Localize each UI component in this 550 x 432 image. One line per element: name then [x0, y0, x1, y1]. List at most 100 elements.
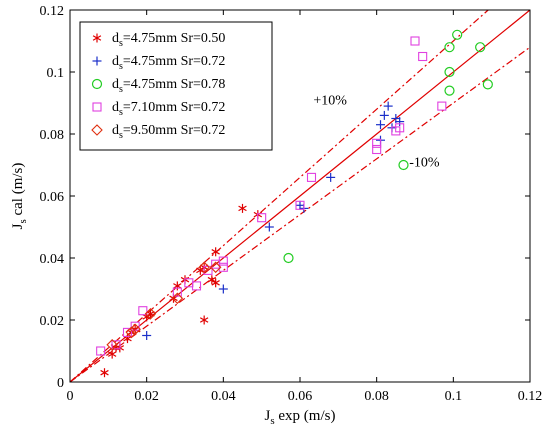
data-point-s4-22 [437, 101, 447, 111]
marker-stroke [211, 249, 220, 255]
y-tick-label: 0.02 [40, 314, 65, 329]
data-point-s2-10 [383, 101, 393, 111]
data-point-s2-9 [379, 110, 389, 120]
marker-shape [198, 261, 210, 274]
marker-shape [125, 326, 138, 339]
data-point-s2-13 [395, 117, 405, 127]
marker-shape [92, 102, 102, 112]
data-point-s3-6 [452, 29, 463, 40]
data-point-s5-2 [125, 326, 138, 339]
data-point-s4-6 [172, 287, 182, 297]
data-point-s4-17 [372, 138, 382, 148]
marker-shape [106, 339, 118, 351]
data-point-s4-2 [111, 340, 121, 350]
data-point-s4-12 [218, 262, 228, 272]
marker-stroke [107, 351, 117, 357]
marker-shape [295, 200, 305, 210]
legend: ds=4.75mm Sr=0.50 ds=4.75mm Sr=0.72 ds=4.7… [79, 21, 273, 151]
marker-shape [144, 308, 157, 320]
data-point-s5-5 [171, 292, 184, 305]
legend-marker-4 [92, 102, 102, 112]
legend-label-1: ds=4.75mm Sr=0.50 [112, 31, 225, 49]
reference-line-plus10pct [69, 9, 489, 383]
marker-shape [444, 85, 455, 96]
marker-shape [91, 78, 103, 90]
y-axis-title: Js cal (m/s) [10, 163, 29, 230]
data-point-s1-17 [211, 278, 220, 288]
data-point-s3-8 [482, 79, 493, 90]
marker-shape [395, 123, 405, 133]
data-point-s4-11 [218, 256, 228, 266]
marker-stroke [142, 314, 151, 320]
x-tick-label: 0.02 [134, 389, 159, 404]
legend-label-5: ds=9.50mm Sr=0.72 [112, 123, 225, 141]
data-point-s5-3 [129, 323, 141, 336]
marker-shape [91, 124, 103, 136]
y-tick-label: 0.06 [40, 190, 65, 205]
data-point-s3-3 [444, 85, 455, 96]
x-tick-label: 0.12 [518, 389, 543, 404]
marker-shape [129, 323, 141, 336]
marker-stroke [146, 311, 155, 317]
data-point-s4-15 [306, 172, 317, 182]
data-point-s4-4 [130, 321, 140, 331]
data-point-s2-1 [142, 331, 152, 340]
reference-line-minus10pct [69, 46, 531, 383]
marker-shape [410, 36, 420, 46]
marker-shape [398, 159, 409, 171]
marker-stroke [199, 317, 209, 323]
data-point-s2-8 [376, 120, 385, 130]
marker-shape [171, 292, 184, 305]
marker-stroke [238, 205, 247, 212]
legend-marker-1 [92, 33, 102, 43]
data-point-s1-9 [146, 309, 155, 319]
axis-ticks: 0 0.02 0.04 0.06 0.08 0.1 0.12 0 0.02 0.04 0.06 0.0… [40, 4, 543, 404]
marker-shape [283, 252, 294, 264]
data-point-s5-1 [106, 339, 118, 351]
data-point-s3-5 [444, 42, 455, 53]
legend-box [79, 21, 273, 151]
marker-shape [452, 29, 463, 40]
legend-items: ds=4.75mm Sr=0.50 ds=4.75mm Sr=0.72 ds=4.7… [91, 31, 225, 141]
marker-shape [372, 138, 382, 148]
data-point-s2-6 [326, 172, 336, 182]
legend-label-4: ds=7.10mm Sr=0.72 [112, 100, 225, 118]
legend-marker-5 [91, 124, 103, 136]
legend-label-3: ds=4.75mm Sr=0.78 [112, 77, 225, 95]
marker-stroke [123, 335, 132, 342]
y-tick-label: 0.04 [40, 252, 65, 267]
data-point-s5-7 [209, 261, 222, 274]
marker-stroke [100, 369, 109, 376]
data-point-s4-21 [418, 51, 428, 62]
marker-shape [306, 172, 317, 182]
x-tick-label: 0 [67, 389, 74, 404]
marker-stroke [207, 276, 217, 283]
marker-shape [372, 144, 382, 155]
y-tick-label: 0.12 [40, 4, 65, 19]
data-point-s1-15 [199, 315, 209, 325]
marker-shape [218, 262, 228, 272]
marker-stroke [169, 295, 178, 302]
data-point-s4-13 [257, 213, 267, 223]
marker-shape [111, 340, 121, 350]
marker-shape [482, 79, 493, 90]
marker-shape [130, 321, 140, 331]
data-point-s5-6 [198, 261, 210, 274]
data-point-s3-1 [283, 252, 294, 264]
y-tick-label: 0.08 [40, 128, 65, 143]
y-tick-label: 0 [57, 376, 64, 391]
data-point-s1-13 [196, 265, 205, 275]
marker-shape [444, 66, 455, 78]
data-point-s1-1 [100, 368, 109, 378]
data-points [96, 29, 493, 378]
data-point-s4-16 [372, 144, 382, 155]
marker-stroke [211, 280, 220, 286]
marker-shape [444, 42, 455, 53]
data-point-s4-3 [122, 327, 133, 337]
marker-shape [437, 101, 447, 111]
legend-label-2: ds=4.75mm Sr=0.72 [112, 54, 225, 72]
legend-marker-3 [91, 78, 103, 90]
data-point-s3-7 [475, 42, 486, 53]
annotation-2: -10% [409, 156, 440, 171]
